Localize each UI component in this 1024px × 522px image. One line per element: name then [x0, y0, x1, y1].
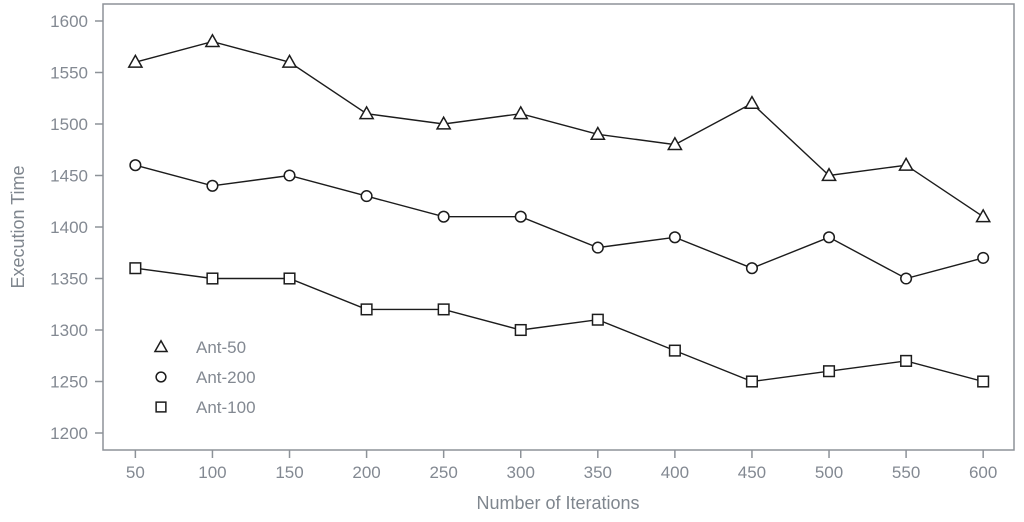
x-tick-label: 350	[584, 463, 612, 482]
circle-marker	[360, 190, 373, 203]
circle-marker	[206, 179, 219, 192]
square-marker	[514, 323, 527, 337]
series-line-ant-200	[135, 164, 984, 280]
y-axis-title: Execution Time	[8, 165, 28, 288]
circle-marker	[745, 262, 759, 275]
triangle-marker	[435, 115, 452, 130]
triangle-marker	[898, 156, 914, 171]
circle-marker	[977, 251, 990, 264]
y-tick-label: 1300	[50, 321, 88, 340]
square-marker	[360, 303, 373, 316]
circle-marker	[129, 159, 142, 172]
square-marker	[591, 313, 604, 326]
x-tick-label: 250	[429, 463, 457, 482]
y-tick-label: 1250	[50, 373, 88, 392]
plot-content: 50 100 150 200 250 300 350 400 450 500 550 600 1200 1…	[50, 12, 997, 482]
x-axis-title: Number of Iterations	[476, 493, 639, 513]
circle-marker	[822, 231, 836, 244]
y-tick-label: 1500	[50, 115, 88, 134]
triangle-marker	[204, 33, 221, 48]
x-tick-label: 450	[738, 463, 766, 482]
triangle-marker	[821, 167, 837, 182]
circle-marker	[514, 210, 527, 223]
square-marker	[206, 272, 219, 285]
legend-label-ant-50: Ant-50	[196, 338, 246, 357]
series-line-ant-100	[135, 267, 984, 383]
y-tick-label: 1350	[50, 270, 88, 289]
legend-label-ant-200: Ant-200	[196, 368, 256, 387]
x-tick-label: 50	[126, 463, 145, 482]
square-marker	[977, 375, 990, 388]
series-line-ant-50	[135, 40, 984, 218]
x-tick-label: 550	[892, 463, 920, 482]
legend-triangle-icon	[153, 339, 169, 353]
circle-marker	[437, 210, 450, 223]
triangle-marker	[127, 53, 144, 68]
x-tick-label: 600	[969, 463, 997, 482]
y-tick-label: 1450	[50, 166, 88, 185]
y-tick-label: 1600	[50, 12, 88, 31]
x-tick-label: 300	[507, 463, 535, 482]
y-tick-label: 1550	[50, 63, 88, 82]
triangle-marker	[666, 136, 683, 151]
square-marker	[745, 375, 759, 388]
legend-circle-icon	[155, 371, 167, 383]
legend-square-icon	[155, 401, 167, 413]
circle-marker	[283, 169, 296, 182]
triangle-marker	[281, 53, 298, 68]
circle-marker	[900, 272, 913, 285]
triangle-marker	[744, 95, 760, 110]
x-tick-label: 500	[815, 463, 843, 482]
y-tick-label: 1400	[50, 218, 88, 237]
circle-marker	[591, 241, 604, 254]
triangle-marker	[975, 208, 992, 223]
square-marker	[822, 365, 836, 378]
legend-label-ant-100: Ant-100	[196, 398, 256, 417]
triangle-marker	[512, 105, 529, 120]
x-tick-label: 100	[198, 463, 226, 482]
square-marker	[283, 272, 296, 285]
square-marker	[900, 354, 913, 367]
square-marker	[668, 344, 681, 357]
x-tick-label: 400	[661, 463, 689, 482]
x-tick-label: 200	[352, 463, 380, 482]
square-marker	[437, 303, 450, 316]
triangle-marker	[358, 105, 375, 120]
x-tick-label: 150	[275, 463, 303, 482]
circle-marker	[668, 231, 681, 244]
square-marker	[129, 262, 142, 275]
y-tick-label: 1200	[50, 424, 88, 443]
triangle-marker	[589, 125, 606, 140]
